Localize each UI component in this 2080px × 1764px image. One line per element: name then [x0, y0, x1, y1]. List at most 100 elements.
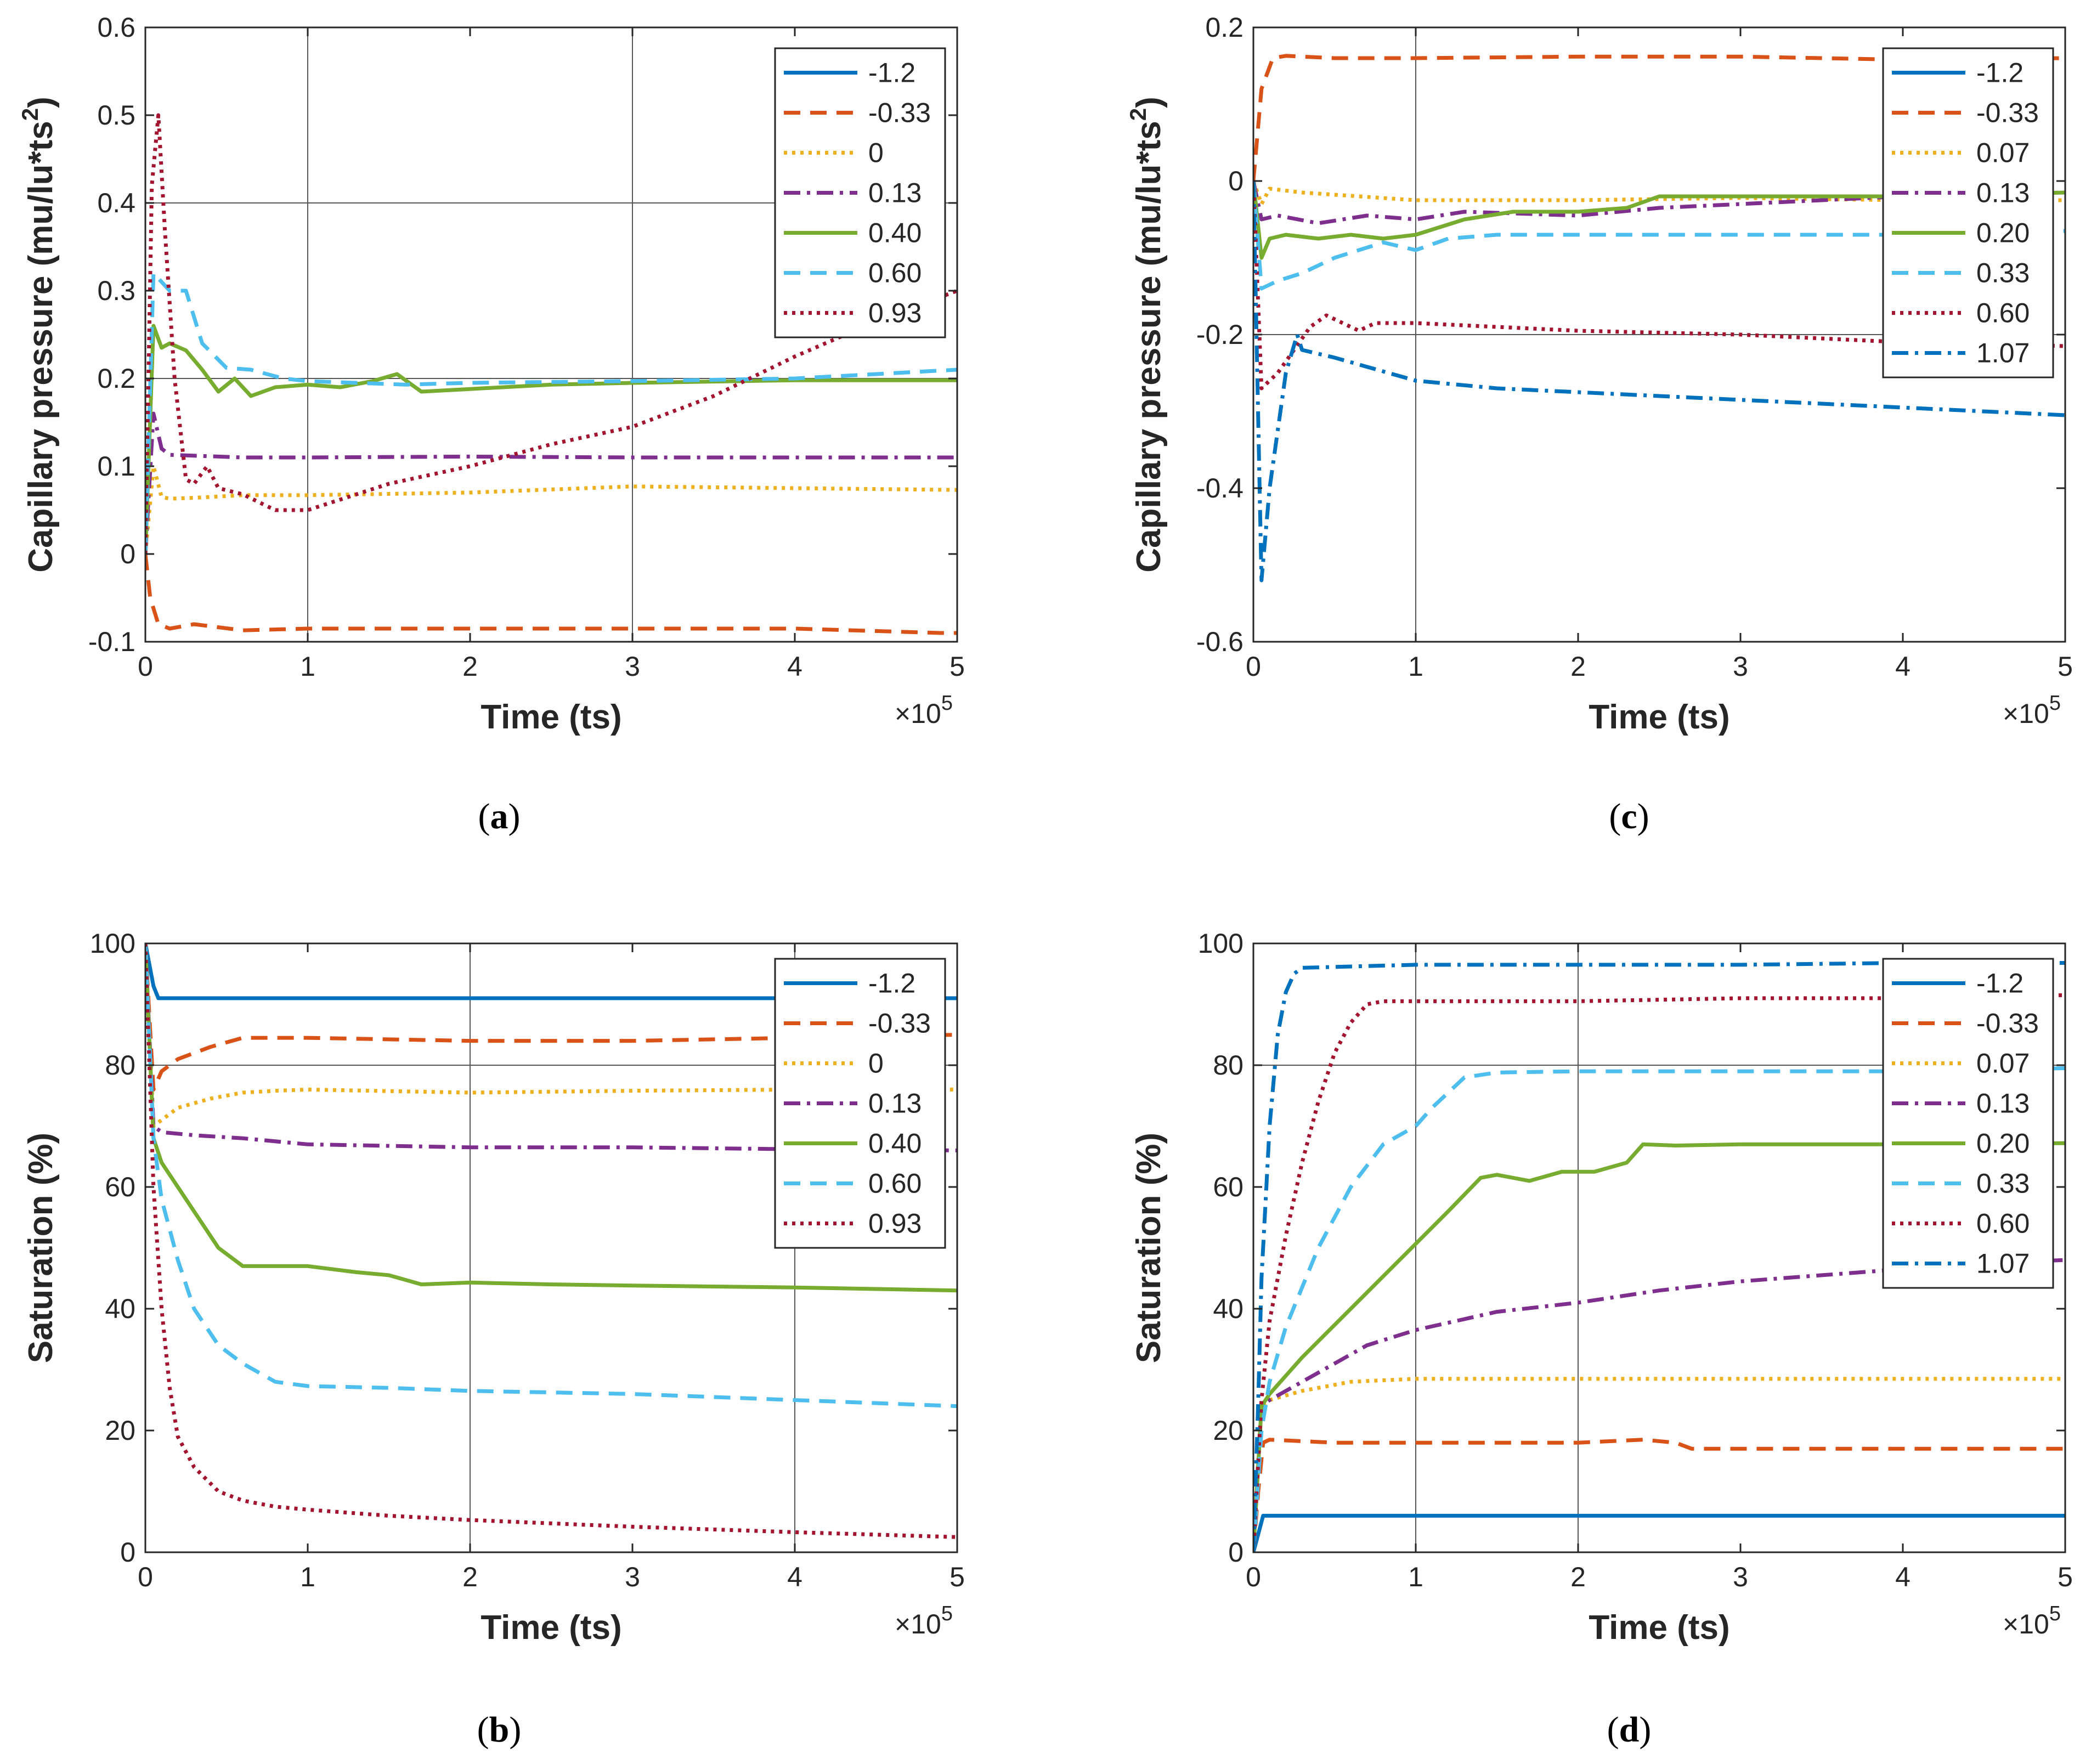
- y-tick-label: 100: [1198, 928, 1244, 959]
- subfigure-caption: (c): [1609, 796, 1649, 836]
- legend-label: 0.07: [1976, 1048, 2030, 1079]
- y-tick-label: 0.3: [97, 275, 135, 306]
- y-tick-label: 0.6: [97, 12, 135, 43]
- legend-label: 0.13: [1976, 1088, 2030, 1119]
- y-tick-label: 40: [1213, 1293, 1244, 1324]
- y-tick-label: -0.4: [1196, 473, 1244, 504]
- chart-d: 0 1 2 3 4 5 0 20 40 60 80 100 ×105 Time (ts) Saturatio…: [1130, 928, 2073, 1750]
- legend-label: 0.13: [868, 1088, 922, 1119]
- x-tick-label: 5: [949, 651, 965, 682]
- y-tick-label: 40: [105, 1293, 135, 1324]
- x-tick-label: 3: [625, 1562, 640, 1592]
- x-tick-label: 2: [1570, 1562, 1586, 1592]
- y-tick-label: -0.2: [1196, 319, 1244, 350]
- series-line--1.2: [1253, 1513, 2065, 1552]
- y-tick-label: 0.5: [97, 100, 135, 131]
- series-line-0.40: [145, 324, 957, 555]
- legend-label: 0.20: [1976, 1128, 2030, 1159]
- series-line-1.07: [1253, 180, 2065, 583]
- legend-label: 0.33: [1976, 1168, 2030, 1199]
- x-tick-label: 0: [1246, 1562, 1261, 1592]
- subfigure-caption: (d): [1607, 1710, 1652, 1750]
- x-tick-label: 4: [787, 1562, 802, 1592]
- y-tick-label: 20: [1213, 1415, 1244, 1446]
- x-tick-label: 4: [1895, 1562, 1911, 1592]
- chart-b: 0 1 2 3 4 5 0 20 40 60 80 100 ×105 Time (ts) Saturatio…: [22, 928, 965, 1750]
- y-tick-label: 80: [105, 1050, 135, 1081]
- series-line--0.33: [1253, 1438, 2065, 1552]
- legend-label: 0.60: [1976, 1208, 2030, 1239]
- y-tick-label: 0: [120, 539, 135, 569]
- axes-box: [144, 26, 958, 643]
- legend-label: 1.07: [1976, 338, 2030, 369]
- series-line-0.60: [1253, 180, 2065, 391]
- legend-label: -0.33: [1976, 98, 2039, 128]
- legend-box: [1882, 958, 2054, 1289]
- legend-label: -1.2: [868, 968, 915, 999]
- legend-label: 0.07: [1976, 138, 2030, 168]
- legend-label: -0.33: [868, 1008, 931, 1039]
- legend-label: 0.20: [1976, 218, 2030, 248]
- legend: -1.2 -0.33 0.07 0.13 0.20 0.33 0.60 1.07: [1882, 958, 2054, 1289]
- legend-label: 0.40: [868, 218, 922, 248]
- x-tick-label: 4: [787, 651, 802, 682]
- y-tick-label: 100: [90, 928, 135, 959]
- y-axis-label: Saturation (%): [1130, 1133, 1168, 1363]
- legend-label: 0.60: [868, 258, 922, 289]
- x-tick-label: 0: [1246, 651, 1261, 682]
- chart-c: 0 1 2 3 4 5 -0.6 -0.4 -0.2 0 0.2 ×105 Time (ts) Capil…: [1125, 12, 2073, 836]
- x-multiplier: ×105: [895, 1602, 953, 1639]
- series-group: [145, 113, 957, 635]
- series-line-0.13: [1253, 1258, 2065, 1552]
- x-multiplier: ×105: [2003, 692, 2061, 729]
- x-tick-label: 5: [2058, 1562, 2073, 1592]
- y-tick-label: 80: [1213, 1050, 1244, 1081]
- series-line-0.20: [1253, 180, 2065, 260]
- legend-label: -0.33: [868, 98, 931, 128]
- x-tick-label: 0: [138, 651, 153, 682]
- series-line--0.33: [1253, 54, 2065, 182]
- legend: -1.2 -0.33 0.07 0.13 0.20 0.33 0.60 1.07: [1882, 47, 2054, 378]
- series-group: [145, 943, 957, 1539]
- x-tick-label: 2: [462, 1562, 478, 1592]
- legend-label: 1.07: [1976, 1248, 2030, 1279]
- series-line-0.33: [1253, 1066, 2065, 1552]
- legend-label: 0.40: [868, 1128, 922, 1159]
- series-line-0: [145, 464, 957, 555]
- legend-label: 0.60: [1976, 298, 2030, 329]
- x-tick-label: 3: [625, 651, 640, 682]
- series-line-0.13: [145, 411, 957, 555]
- legend-label: 0: [868, 138, 884, 168]
- y-tick-label: -0.1: [88, 626, 135, 657]
- y-tick-label: 0.1: [97, 451, 135, 482]
- subfigure-caption: (b): [477, 1710, 522, 1750]
- y-tick-label: -0.6: [1196, 626, 1244, 657]
- y-tick-label: 20: [105, 1415, 135, 1446]
- y-tick-label: 0.2: [1205, 12, 1244, 43]
- x-tick-label: 1: [1408, 1562, 1423, 1592]
- legend: -1.2 -0.33 0 0.13 0.40 0.60 0.93: [774, 47, 946, 338]
- axes-box: [144, 942, 958, 1553]
- legend-label: 0.60: [868, 1168, 922, 1199]
- legend-box: [1882, 47, 2054, 378]
- legend-label: -1.2: [1976, 968, 2024, 999]
- legend-label: 0.13: [1976, 178, 2030, 208]
- series-line--1.2: [145, 943, 957, 1000]
- series-line-0.13: [145, 943, 957, 1152]
- series-line-0.40: [145, 943, 957, 1293]
- legend-label: -0.33: [1976, 1008, 2039, 1039]
- x-tick-label: 1: [300, 651, 315, 682]
- x-tick-label: 2: [1570, 651, 1586, 682]
- legend-label: 0.13: [868, 178, 922, 208]
- x-axis-label: Time (ts): [481, 1609, 621, 1647]
- legend-box: [774, 958, 946, 1249]
- series-line--0.33: [145, 943, 957, 1092]
- y-tick-label: 0: [120, 1537, 135, 1568]
- series-line-0.60: [145, 943, 957, 1409]
- x-multiplier: ×105: [2003, 1602, 2061, 1639]
- legend-label: -1.2: [1976, 58, 2024, 88]
- legend-label: 0.93: [868, 298, 922, 329]
- y-tick-label: 60: [1213, 1172, 1244, 1202]
- x-axis-label: Time (ts): [1589, 1609, 1729, 1647]
- y-tick-label: 0: [1228, 1537, 1244, 1568]
